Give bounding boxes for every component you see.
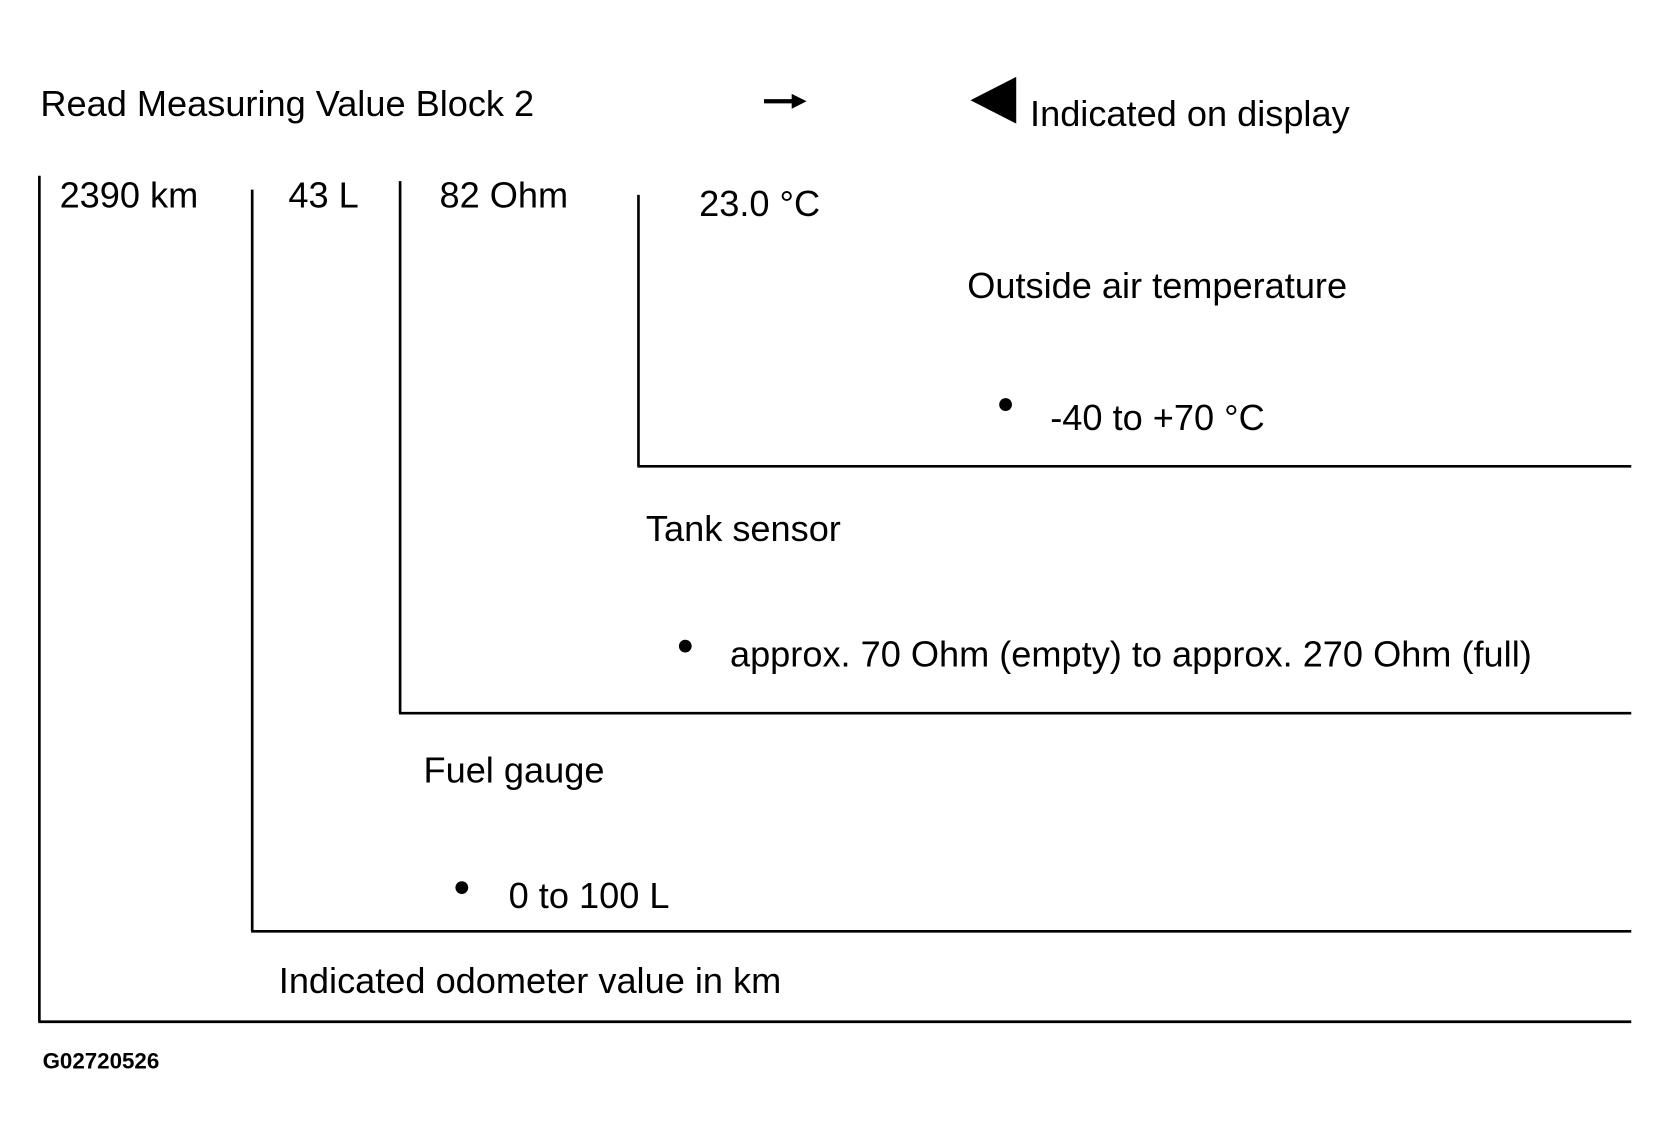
display-icon (970, 76, 1017, 124)
bullet (678, 639, 692, 653)
description-range: -40 to +70 °C (1050, 397, 1264, 438)
brackets (38, 175, 1632, 1024)
title: Read Measuring Value Block 2 (40, 83, 534, 124)
field-value: 82 Ohm (439, 175, 568, 216)
description-label: Outside air temperature (967, 265, 1347, 306)
bullet (999, 398, 1012, 411)
figure-code: G02720526 (43, 1049, 160, 1074)
description-label: Tank sensor (646, 508, 841, 549)
description-label: Fuel gauge (424, 749, 605, 790)
description-label: Indicated odometer value in km (279, 960, 781, 1001)
bullet (455, 881, 469, 895)
field-value: 43 L (288, 175, 358, 216)
arrow (764, 93, 807, 109)
description-range: 0 to 100 L (509, 875, 670, 916)
field-value: 2390 km (60, 175, 199, 216)
description-range: approx. 70 Ohm (empty) to approx. 270 Oh… (730, 633, 1532, 674)
display-note: Indicated on display (1030, 93, 1350, 134)
field-value: 23.0 °C (699, 183, 820, 224)
